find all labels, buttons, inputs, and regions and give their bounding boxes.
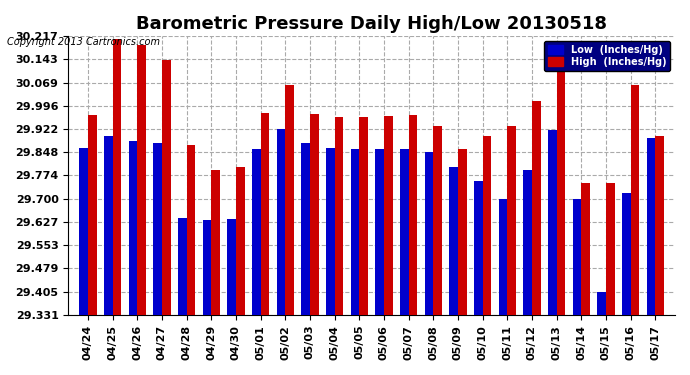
Bar [384,116,393,315]
Bar [581,183,590,315]
Bar [153,143,162,315]
Bar [400,149,408,315]
Bar [277,129,285,315]
Bar [449,167,458,315]
Bar [335,117,343,315]
Bar [548,130,557,315]
Bar [137,45,146,315]
Title: Barometric Pressure Daily High/Low 20130518: Barometric Pressure Daily High/Low 20130… [136,15,607,33]
Bar [227,219,236,315]
Bar [656,136,664,315]
Bar [186,145,195,315]
Bar [285,86,294,315]
Bar [236,167,244,315]
Bar [326,148,335,315]
Bar [622,194,631,315]
Text: Copyright 2013 Cartronics.com: Copyright 2013 Cartronics.com [7,37,160,47]
Bar [557,63,565,315]
Bar [647,138,656,315]
Bar [203,220,211,315]
Bar [507,126,516,315]
Bar [433,126,442,315]
Bar [302,143,310,315]
Bar [88,115,97,315]
Bar [79,148,88,315]
Bar [606,183,615,315]
Bar [162,60,170,315]
Bar [424,152,433,315]
Bar [128,141,137,315]
Bar [408,115,417,315]
Bar [499,199,507,315]
Bar [482,136,491,315]
Bar [458,149,466,315]
Bar [359,117,368,315]
Bar [211,171,220,315]
Bar [178,218,186,315]
Bar [112,39,121,315]
Bar [523,171,532,315]
Bar [631,86,639,315]
Bar [474,181,482,315]
Bar [375,149,384,315]
Bar [310,114,319,315]
Bar [598,292,606,315]
Bar [573,199,581,315]
Bar [252,149,261,315]
Bar [104,136,112,315]
Bar [261,113,269,315]
Bar [351,149,359,315]
Bar [532,101,540,315]
Legend: Low  (Inches/Hg), High  (Inches/Hg): Low (Inches/Hg), High (Inches/Hg) [544,41,670,70]
